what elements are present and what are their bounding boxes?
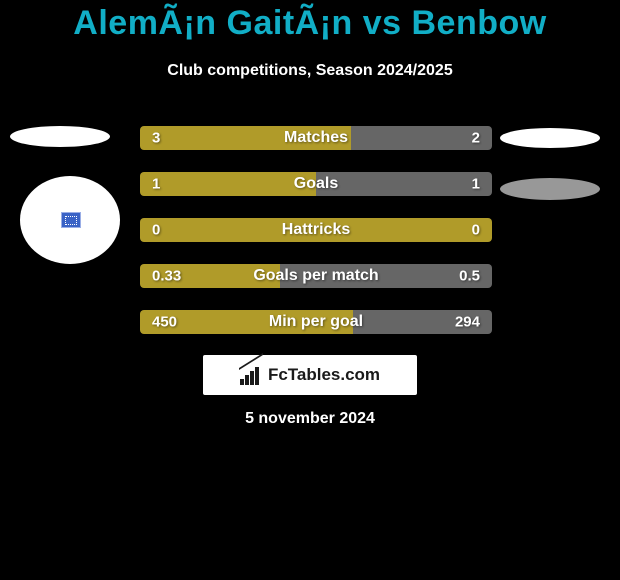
row-label: Goals per match <box>253 267 378 285</box>
bar-chart-icon <box>240 365 262 385</box>
page-subtitle: Club competitions, Season 2024/2025 <box>0 62 620 80</box>
player1-badge-ellipse <box>10 126 110 147</box>
value-right: 2 <box>472 130 480 147</box>
row-label: Goals <box>294 175 338 193</box>
row-label: Hattricks <box>282 221 350 239</box>
player2-badge-ellipse-2 <box>500 178 600 200</box>
bar-left <box>140 172 316 196</box>
value-left: 0.33 <box>152 268 181 285</box>
value-right: 1 <box>472 176 480 193</box>
value-left: 1 <box>152 176 160 193</box>
snapshot-date: 5 november 2024 <box>0 410 620 428</box>
player2-badge-ellipse-1 <box>500 128 600 148</box>
comparison-row: 3 2 Matches <box>140 126 492 150</box>
brand-text: FcTables.com <box>268 365 380 385</box>
value-left: 0 <box>152 222 160 239</box>
row-label: Matches <box>284 129 348 147</box>
comparison-row: 0.33 0.5 Goals per match <box>140 264 492 288</box>
value-right: 0.5 <box>459 268 480 285</box>
comparison-card: AlemÃ¡n GaitÃ¡n vs Benbow Club competiti… <box>0 0 620 580</box>
page-title: AlemÃ¡n GaitÃ¡n vs Benbow <box>0 4 620 43</box>
comparison-row: 1 1 Goals <box>140 172 492 196</box>
value-right: 0 <box>472 222 480 239</box>
comparison-rows: 3 2 Matches 1 1 Goals 0 0 Hattricks 0.33 0.5 Goals … <box>140 126 492 356</box>
bar-right <box>316 172 492 196</box>
comparison-row: 0 0 Hattricks <box>140 218 492 242</box>
value-left: 3 <box>152 130 160 147</box>
brand-box: FcTables.com <box>203 355 417 395</box>
player1-badge-inner-icon <box>61 212 81 228</box>
comparison-row: 450 294 Min per goal <box>140 310 492 334</box>
value-right: 294 <box>455 314 480 331</box>
value-left: 450 <box>152 314 177 331</box>
row-label: Min per goal <box>269 313 363 331</box>
